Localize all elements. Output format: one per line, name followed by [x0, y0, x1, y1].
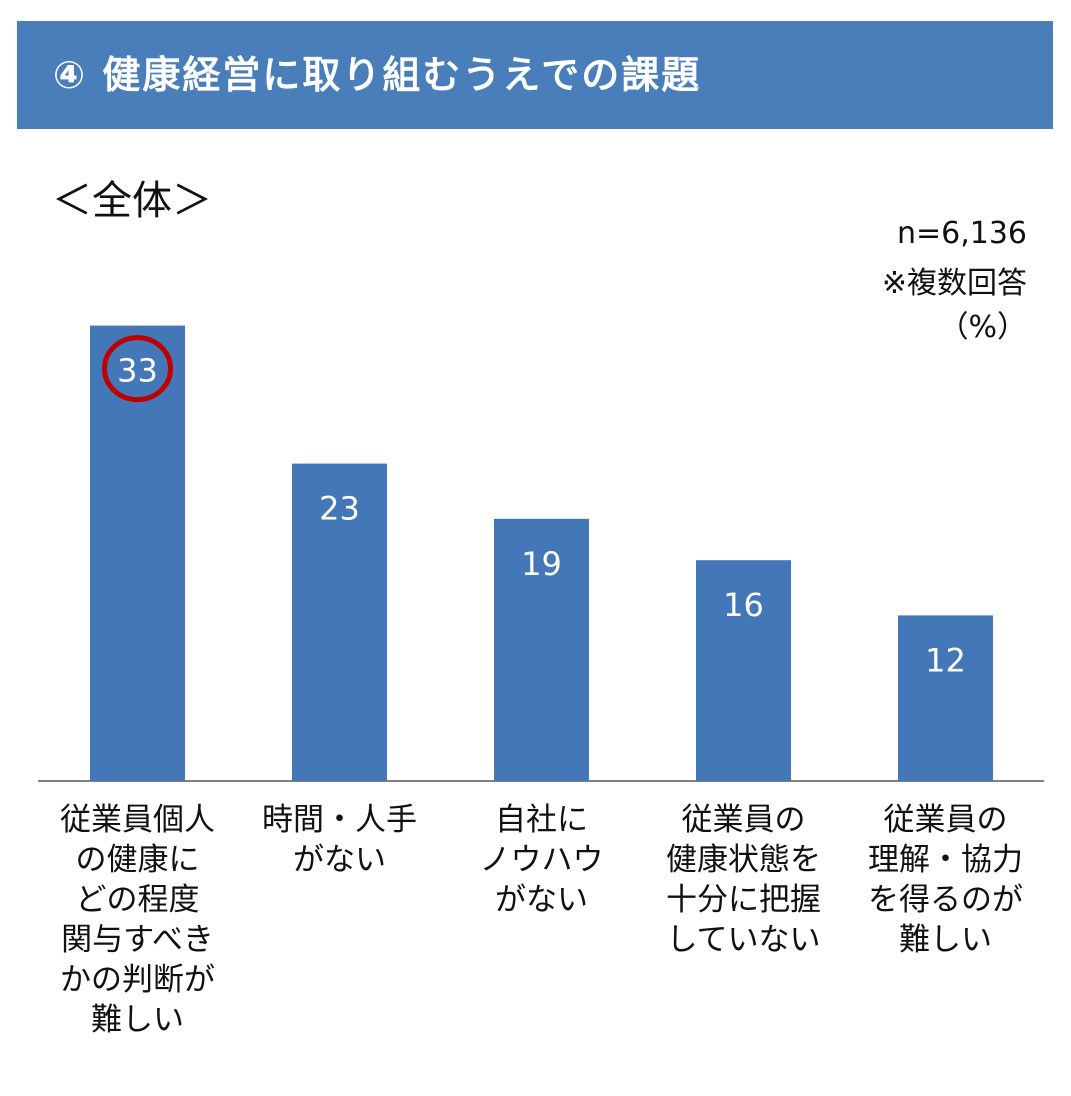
- category-label-3: 自社に ノウハウ がない: [479, 802, 604, 918]
- category-label-5: 従業員の 理解・協力 を得るのが 難しい: [868, 802, 1023, 958]
- data-label-2: 23: [319, 490, 360, 528]
- multiple-answer-note: ※複数回答: [881, 266, 1027, 301]
- chart-title: ④ 健康経営に取り組むうえでの課題: [53, 53, 702, 97]
- highlight-circle: [102, 335, 173, 403]
- data-label-5: 12: [925, 641, 966, 679]
- chart-subtitle: ＜全体＞: [52, 178, 212, 224]
- bar-5: [898, 615, 993, 781]
- data-label-1: 33: [117, 352, 158, 390]
- bar-4: [696, 560, 791, 781]
- unit-label: （%）: [938, 310, 1027, 345]
- bar-1: [90, 325, 185, 781]
- title-banner: ④ 健康経営に取り組むうえでの課題: [17, 21, 1053, 129]
- category-label-1: 従業員個人 の健康に どの程度 関与すべき かの判断が 難しい: [60, 802, 215, 1038]
- data-label-4: 16: [723, 586, 764, 624]
- data-label-3: 19: [521, 545, 562, 583]
- category-label-4: 従業員の 健康状態を 十分に把握 していない: [666, 802, 821, 958]
- bar-2: [292, 463, 387, 781]
- category-label-2: 時間・人手 がない: [262, 802, 417, 878]
- sample-size: n=6,136: [896, 216, 1027, 251]
- bar-3: [494, 518, 589, 781]
